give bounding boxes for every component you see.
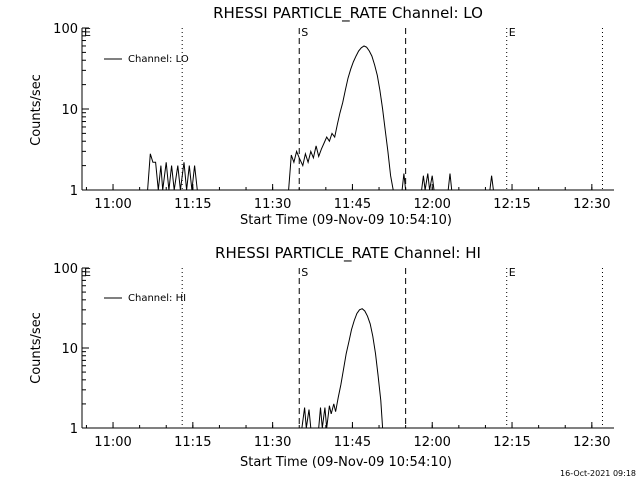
y-tick-label: 10: [61, 103, 78, 118]
legend-label: Channel: LO: [128, 54, 189, 65]
legend-label: Channel: HI: [128, 293, 186, 304]
x-axis-label: Start Time (09-Nov-09 10:54:10): [240, 455, 452, 470]
x-tick-label: 11:00: [94, 435, 131, 450]
chart-title: RHESSI PARTICLE_RATE Channel: HI: [215, 244, 481, 263]
y-axis-label: Counts/sec: [29, 74, 44, 146]
y-tick-label: 10: [61, 342, 78, 357]
x-tick-label: 12:00: [413, 435, 450, 450]
event-marker-label: E: [84, 26, 91, 39]
series-line: [301, 308, 384, 429]
event-marker-label: S: [301, 26, 308, 39]
x-tick-label: 11:45: [334, 197, 371, 212]
x-tick-label: 12:15: [493, 197, 530, 212]
event-marker-label: S: [301, 266, 308, 279]
plot-area: 11:00 11:15 11:30 11:45 12:00 12:15 12:30 1 10 10…: [53, 262, 614, 450]
x-tick-label: 11:15: [174, 197, 211, 212]
plot-area: 11:00 11:15 11:30 11:45 12:00 12:15 12:30 1 10 10…: [53, 22, 614, 212]
x-tick-label: 11:30: [254, 197, 291, 212]
y-tick-label: 100: [53, 262, 78, 277]
event-marker-label: E: [84, 266, 91, 279]
y-tick-label: 100: [53, 22, 78, 37]
panel-lo: RHESSI PARTICLE_RATE Channel: LO Counts/…: [29, 4, 614, 228]
x-tick-label: 11:30: [254, 435, 291, 450]
y-axis-label: Counts/sec: [29, 312, 44, 384]
y-tick-label: 1: [70, 422, 78, 437]
x-tick-label: 11:00: [94, 197, 131, 212]
event-marker-label: E: [509, 26, 516, 39]
x-tick-label: 12:30: [573, 197, 610, 212]
x-tick-label: 11:45: [334, 435, 371, 450]
panel-hi: RHESSI PARTICLE_RATE Channel: HI Counts/…: [29, 244, 614, 470]
event-marker-label: E: [509, 266, 516, 279]
x-tick-label: 12:00: [413, 197, 450, 212]
x-axis-label: Start Time (09-Nov-09 10:54:10): [240, 213, 452, 228]
x-tick-label: 12:30: [573, 435, 610, 450]
x-tick-label: 12:15: [493, 435, 530, 450]
chart-title: RHESSI PARTICLE_RATE Channel: LO: [213, 4, 483, 23]
y-tick-label: 1: [70, 184, 78, 199]
x-tick-label: 11:15: [174, 435, 211, 450]
series-line: [147, 45, 494, 191]
timestamp-footer: 16-Oct-2021 09:18: [560, 469, 636, 478]
